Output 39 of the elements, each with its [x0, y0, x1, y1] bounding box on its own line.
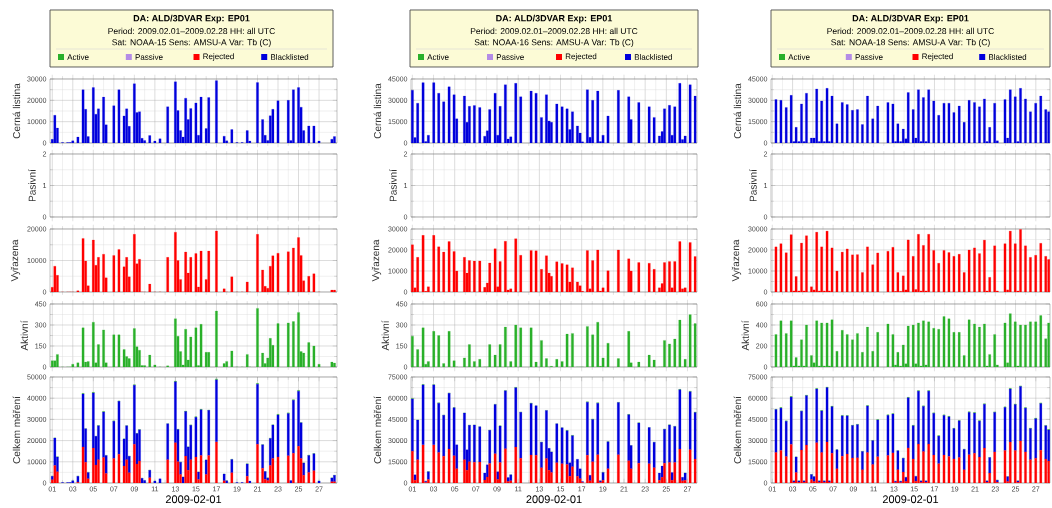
- y-axis-title: Aktivní: [20, 320, 28, 351]
- legend-label: Active: [67, 54, 89, 60]
- y-axis-title: Vyřazena: [731, 239, 742, 282]
- y-axis-title: Celkem měření: [373, 396, 382, 464]
- text: Period: 2009.02.01–2009.02.28 HH: all UTC: [470, 27, 638, 35]
- text: Sat: NOAA-16 Sens: AMSU-A Var: Tb (C): [474, 39, 634, 47]
- text: DA: ALD/3DVAR Exp: EP01: [496, 14, 613, 24]
- y-axis-title: Celkem měření: [733, 396, 742, 464]
- y-axis-title: Celkem měření: [12, 396, 21, 464]
- x-axis-title: 2009-02-01: [882, 495, 939, 504]
- legend-label: Rejected: [565, 53, 597, 61]
- legend-label: Active: [427, 54, 449, 60]
- legend-label: Blacklisted: [634, 54, 672, 60]
- y-axis-title: Cerná listina: [733, 83, 742, 139]
- text: Sat: NOAA-18 Sens: AMSU-A Var: Tb (C): [831, 39, 990, 47]
- y-axis-title: Vyřazena: [371, 239, 382, 282]
- legend-label: Blacklisted: [989, 54, 1027, 60]
- y-axis-title: Pasivní: [749, 169, 757, 202]
- text: DA: ALD/3DVAR Exp: EP01: [133, 14, 250, 24]
- x-axis-title: 2009-02-01: [526, 495, 582, 504]
- y-axis-title: Vyřazena: [10, 239, 21, 282]
- y-axis-title: Pasivní: [389, 169, 397, 202]
- legend-label: Rejected: [922, 53, 953, 61]
- text: DA: ALD/3DVAR Exp: EP01: [852, 14, 969, 24]
- y-axis-title: Aktivní: [741, 320, 749, 351]
- y-axis-title: Cerná listina: [12, 83, 21, 139]
- x-axis-title: 2009-02-01: [165, 495, 222, 504]
- legend-label: Blacklisted: [271, 54, 309, 60]
- legend-label: Active: [788, 54, 810, 60]
- legend-label: Passive: [855, 54, 883, 60]
- text: Period: 2009.02.01–2009.02.28 HH: all UTC: [827, 27, 994, 35]
- text: Sat: NOAA-15 Sens: AMSU-A Var: Tb (C): [112, 39, 271, 47]
- legend-label: Passive: [135, 54, 163, 60]
- legend-label: Passive: [496, 54, 524, 60]
- legend-label: Rejected: [203, 53, 234, 61]
- text: Period: 2009.02.01–2009.02.28 HH: all UTC: [108, 27, 275, 35]
- y-axis-title: Pasivní: [28, 169, 36, 202]
- y-axis-title: Aktivní: [381, 320, 389, 351]
- y-axis-title: Cerná listina: [373, 83, 382, 139]
